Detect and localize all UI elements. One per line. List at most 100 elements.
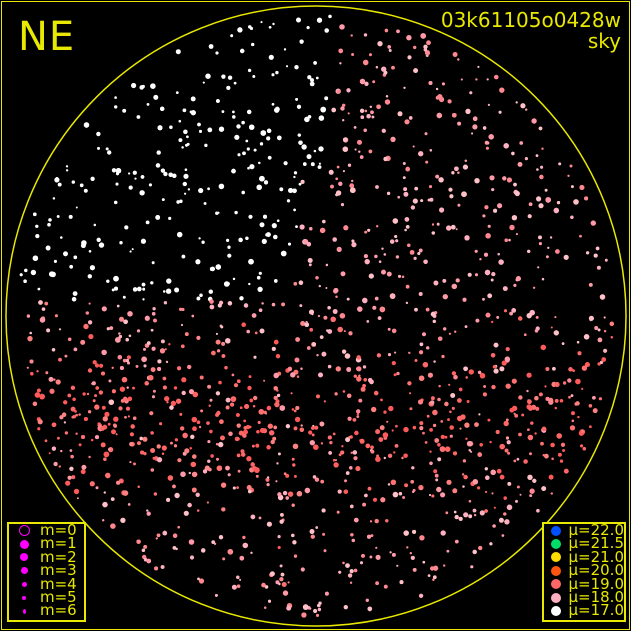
star-marker [266, 483, 270, 487]
star-marker [406, 546, 409, 549]
star-marker [541, 147, 544, 150]
star-marker [80, 339, 86, 345]
star-marker [454, 514, 459, 520]
star-marker [156, 533, 161, 538]
star-marker [360, 561, 363, 565]
star-marker [180, 471, 186, 477]
star-marker [71, 475, 76, 480]
star-marker [442, 294, 448, 300]
star-marker [354, 148, 357, 151]
star-marker [318, 115, 325, 121]
star-marker [353, 568, 358, 573]
star-marker [472, 116, 478, 121]
star-marker [290, 372, 296, 378]
star-marker [418, 248, 423, 253]
star-marker [335, 193, 338, 197]
star-marker [126, 355, 131, 360]
star-marker [301, 144, 307, 150]
star-marker [540, 344, 546, 351]
star-marker [197, 122, 201, 127]
star-marker [208, 289, 213, 294]
star-marker [561, 342, 565, 345]
star-marker [267, 155, 272, 160]
star-marker [449, 410, 452, 414]
star-marker [199, 425, 202, 429]
brightness-legend-item: μ=19.0 [544, 576, 624, 591]
star-marker [440, 420, 444, 423]
star-marker [147, 341, 151, 345]
star-marker [268, 599, 271, 603]
star-marker [119, 386, 125, 392]
star-marker [277, 546, 281, 549]
star-marker [263, 379, 266, 382]
star-marker [286, 199, 291, 203]
star-marker [67, 475, 72, 480]
star-marker [293, 426, 298, 431]
star-marker [352, 450, 357, 455]
star-marker [420, 487, 423, 490]
star-marker [247, 68, 252, 73]
star-marker [51, 348, 56, 352]
star-marker [451, 371, 456, 376]
star-marker [226, 85, 231, 90]
star-marker [247, 109, 252, 115]
star-marker [181, 344, 185, 349]
star-marker [37, 419, 43, 425]
star-marker [146, 558, 152, 564]
star-marker [511, 378, 517, 384]
star-marker [538, 203, 544, 209]
star-marker [165, 360, 169, 364]
star-marker [175, 49, 181, 55]
star-marker [367, 534, 371, 539]
star-marker [294, 65, 299, 70]
star-marker [95, 486, 99, 490]
star-marker [170, 400, 176, 406]
star-marker [263, 410, 267, 414]
star-marker [251, 313, 257, 318]
star-marker [183, 510, 189, 516]
star-marker [534, 329, 539, 333]
star-marker [250, 514, 256, 520]
star-marker [396, 371, 400, 376]
star-marker [298, 140, 303, 145]
star-marker [64, 354, 68, 358]
magnitude-marker-icon [15, 553, 33, 562]
star-marker [197, 509, 200, 512]
star-marker [148, 375, 154, 381]
star-marker [236, 575, 240, 579]
star-marker [133, 462, 136, 466]
star-marker [408, 116, 413, 120]
star-marker [577, 415, 580, 419]
star-marker [39, 393, 45, 400]
star-marker [215, 339, 221, 345]
star-marker [332, 458, 336, 462]
star-marker [586, 251, 590, 255]
star-marker [89, 265, 95, 271]
star-marker [252, 75, 256, 78]
star-marker [569, 164, 573, 168]
star-marker [517, 485, 520, 489]
star-marker [536, 196, 542, 202]
star-marker [527, 214, 532, 219]
star-marker [545, 197, 551, 203]
star-marker [255, 443, 260, 448]
star-marker [216, 410, 221, 416]
magnitude-label: m=1 [40, 534, 77, 553]
star-marker [548, 474, 554, 480]
star-marker [128, 334, 132, 338]
star-marker [260, 130, 267, 136]
star-marker [553, 207, 559, 214]
star-marker [374, 518, 379, 524]
star-marker [375, 456, 381, 462]
star-marker [129, 250, 132, 253]
star-marker [127, 361, 130, 365]
star-marker [311, 433, 315, 437]
star-marker [392, 491, 399, 498]
star-marker [275, 354, 281, 359]
star-marker [437, 457, 442, 462]
star-marker [78, 443, 82, 447]
brightness-legend-item: μ=18.0 [544, 589, 624, 605]
star-marker [179, 412, 183, 416]
star-marker [417, 252, 421, 255]
star-marker [184, 168, 188, 171]
